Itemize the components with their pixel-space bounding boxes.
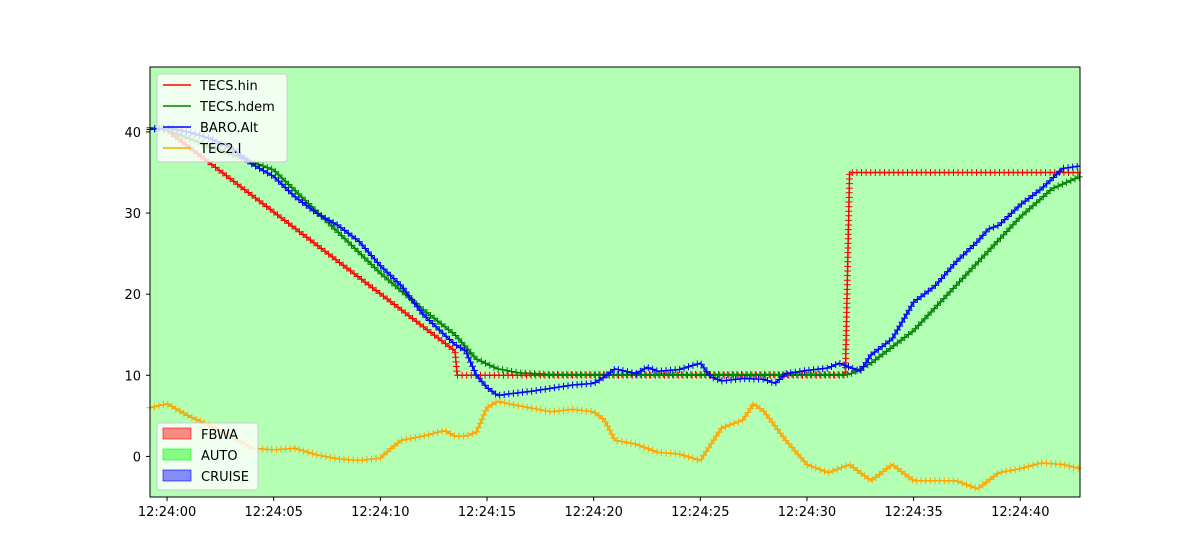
legend-item-fbwa: FBWA xyxy=(162,427,238,443)
x-tick-label: 12:24:40 xyxy=(991,505,1049,520)
legend-item-cruise: CRUISE xyxy=(162,469,249,485)
x-tick-label: 12:24:30 xyxy=(778,505,836,520)
legend-label-tecs-hdem: TECS.hdem xyxy=(199,100,275,115)
y-tick-label: 40 xyxy=(124,126,141,141)
y-tick-label: 30 xyxy=(124,207,141,222)
series-baro-alt xyxy=(146,124,1081,399)
x-tick-label: 12:24:00 xyxy=(138,505,196,520)
legend-item-tecs-hdem: TECS.hdem xyxy=(163,100,275,115)
legend-label-baro-alt: BARO.Alt xyxy=(200,121,258,136)
x-tick-label: 12:24:05 xyxy=(245,505,303,520)
x-tick-label: 12:24:35 xyxy=(884,505,942,520)
legend-item-tec2-i: TEC2.I xyxy=(163,142,241,157)
series-legend: TECS.hin TECS.hdem BARO.Alt TEC2.I xyxy=(156,73,288,163)
legend-label-tecs-hin: TECS.hin xyxy=(199,79,258,94)
x-tick-label: 12:24:10 xyxy=(351,505,409,520)
legend-label-cruise: CRUISE xyxy=(201,470,249,485)
mode-legend: FBWA AUTO CRUISE xyxy=(156,422,259,491)
y-tick-label: 10 xyxy=(124,369,141,384)
legend-item-baro-alt: BARO.Alt xyxy=(163,121,258,136)
mode-legend-box xyxy=(156,422,259,491)
legend-label-fbwa: FBWA xyxy=(201,428,238,443)
x-axis: 12:24:00 12:24:05 12:24:10 12:24:15 12:24:20… xyxy=(138,497,1049,520)
y-tick-label: 0 xyxy=(133,450,141,465)
plot-background xyxy=(150,67,1080,497)
x-tick-label: 12:24:25 xyxy=(671,505,729,520)
legend-label-tec2-i: TEC2.I xyxy=(199,142,241,157)
legend-label-auto: AUTO xyxy=(201,449,238,464)
y-axis: 0 10 20 30 40 xyxy=(124,126,150,465)
series-tecs-hdem xyxy=(146,124,1083,378)
plot-frame xyxy=(149,66,1081,498)
legend-item-tecs-hin: TECS.hin xyxy=(163,79,258,94)
x-tick-label: 12:24:20 xyxy=(564,505,622,520)
legend-item-auto: AUTO xyxy=(162,448,238,464)
y-tick-label: 20 xyxy=(124,288,141,303)
series-legend-box xyxy=(156,73,288,163)
x-tick-label: 12:24:15 xyxy=(458,505,516,520)
